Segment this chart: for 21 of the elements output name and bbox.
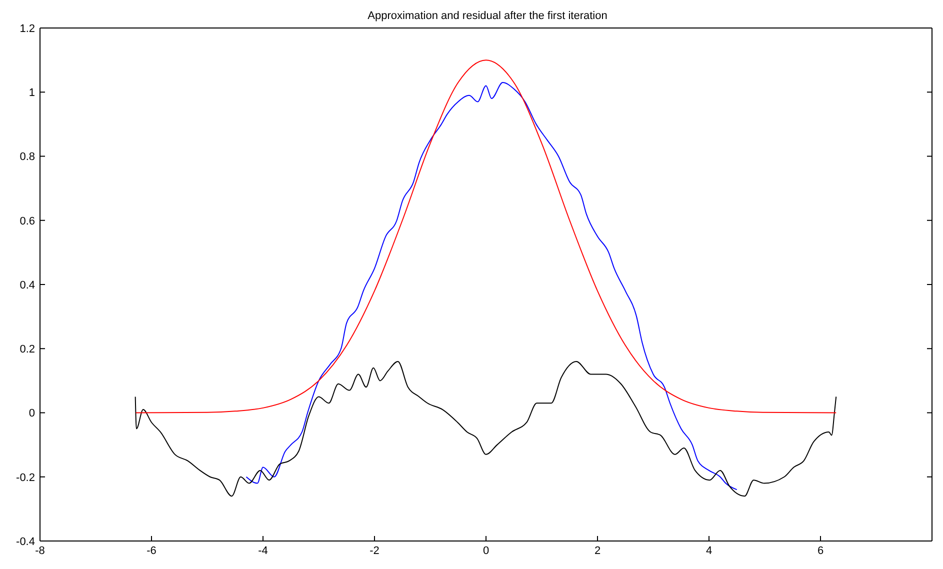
line-series <box>135 60 837 414</box>
x-tick-label: -8 <box>35 544 45 557</box>
x-tick-label: -6 <box>146 544 156 557</box>
chart-title: Approximation and residual after the first iteration <box>366 10 608 22</box>
y-tick-label: 0.8 <box>20 151 35 164</box>
y-tick-label: -0.4 <box>16 536 35 548</box>
y-tick-label: 0 <box>28 408 35 420</box>
y-tick-label: 1.2 <box>20 22 35 35</box>
x-tick-label: 6 <box>817 544 824 557</box>
x-tick-label: -2 <box>370 544 380 557</box>
x-tick-label: 4 <box>706 544 712 557</box>
line-series <box>246 82 738 490</box>
x-tick-label: 0 <box>482 544 490 557</box>
y-tick-label: 0.6 <box>20 215 35 228</box>
y-tick-label: 1 <box>28 87 35 100</box>
line-series <box>134 360 837 497</box>
x-tick-label: 2 <box>594 544 601 557</box>
y-tick-label: -0.2 <box>16 472 35 484</box>
y-tick-label: 0.4 <box>20 279 35 292</box>
y-tick-label: 0.2 <box>20 344 35 356</box>
x-tick-label: -4 <box>258 544 268 557</box>
